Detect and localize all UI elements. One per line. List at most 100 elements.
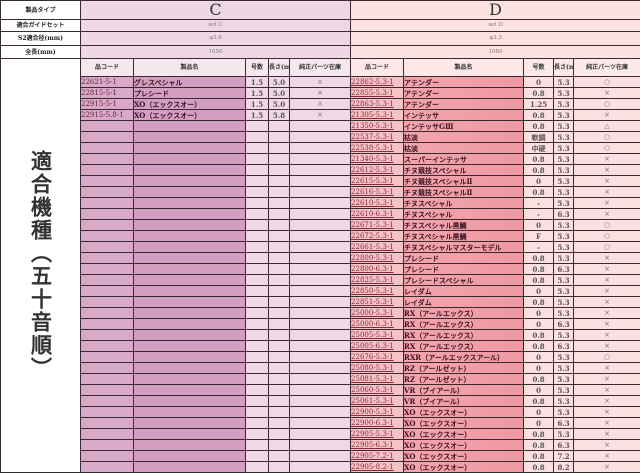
c-stock-cell: [288, 175, 352, 187]
table-row: 22800-5.3-1 プレシード 0.8 5.3 ×: [1, 252, 640, 264]
d-name-cell: スーパーインテッサ: [403, 153, 525, 165]
d-code-cell[interactable]: 21340-5.3-1: [350, 153, 405, 165]
c-code-cell: [80, 296, 134, 308]
d-code-cell[interactable]: 22905-8.2-1: [350, 461, 405, 473]
d-code-cell[interactable]: 22615-5.3-1: [350, 175, 405, 187]
c-name-cell: [133, 208, 246, 220]
d-name-cell: XO（エックスオー）: [403, 461, 525, 473]
c-size-cell: [245, 175, 269, 187]
d-code-cell[interactable]: 22661-5.3-1: [350, 241, 405, 253]
d-length-cell: 5.3: [553, 186, 575, 198]
d-code-cell[interactable]: 22537-5.3-1: [350, 131, 405, 143]
table-row: 22905-5.3-1 XO（エックスオー） 0.8 5.3 ×: [1, 428, 640, 440]
d-stock-cell: ×: [573, 252, 640, 264]
d-name-cell: チヌスペシャル: [403, 197, 525, 209]
d-code-cell[interactable]: 22800-5.3-1: [350, 252, 405, 264]
d-code-cell[interactable]: 22862-5.3-1: [350, 76, 405, 88]
d-code-cell[interactable]: 22863-5.3-1: [350, 98, 405, 110]
c-name-cell: [133, 252, 246, 264]
table-row: 22900-5.3-1 XO（エックスオー） 0 5.3 ×: [1, 406, 640, 418]
c-size-cell: [245, 186, 269, 198]
d-code-cell[interactable]: 22855-5.3-1: [350, 87, 405, 99]
d-code-cell[interactable]: 22610-5.3-1: [350, 197, 405, 209]
d-name-cell: RX（アールエックス）: [403, 318, 525, 330]
d-size-cell: 0.8: [523, 186, 555, 198]
d-length-cell: 5.3: [553, 241, 575, 253]
d-stock-cell: ○: [573, 351, 640, 363]
table-row: 22661-5.3-1 チヌスペシャルマスターモデル -5.3 ○: [1, 241, 640, 253]
d-size-cell: -: [523, 208, 555, 220]
c-name-cell: XO（エックスオー）: [133, 98, 246, 110]
d-code-cell[interactable]: 25005-6.3-1: [350, 340, 405, 352]
d-code-cell[interactable]: 21350-5.3-1: [350, 120, 405, 132]
c-stock-cell: [288, 384, 352, 396]
table-row: 22851-5.3-1 レイダム 0.8 5.3 ×: [1, 296, 640, 308]
c-code-cell: [80, 164, 134, 176]
d-stock-cell: ×: [573, 164, 640, 176]
d-name-cell: XO（エックスオー）: [403, 450, 525, 462]
d-code-cell[interactable]: 21305-5.3-1: [350, 109, 405, 121]
c-size-cell: [245, 450, 269, 462]
c-code-cell: [80, 362, 134, 374]
c-length-cell: [268, 131, 290, 143]
c-size-cell: [245, 296, 269, 308]
d-code-cell[interactable]: 22672-5.3-1: [350, 230, 405, 242]
c-length-cell: [268, 230, 290, 242]
c-size-cell: [245, 461, 269, 473]
d-code-cell[interactable]: 22900-5.3-1: [350, 406, 405, 418]
d-code-cell[interactable]: 22851-5.3-1: [350, 296, 405, 308]
d-code-cell[interactable]: 22676-5.3-1: [350, 351, 405, 363]
label-product-type: 製品タイプ: [0, 0, 81, 20]
c-stock-cell: [288, 120, 352, 132]
d-size-cell: 0: [523, 384, 555, 396]
d-name-cell: アテンダー: [403, 98, 525, 110]
d-code-cell[interactable]: 25000-6.3-1: [350, 318, 405, 330]
d-stock-cell: ×: [573, 208, 640, 220]
length-d: 1080: [350, 45, 640, 59]
c-size-cell: [245, 318, 269, 330]
table-row: 22616-5.3-1 チヌ競技スペシャルⅡ 0.8 5.3 ×: [1, 186, 640, 198]
d-stock-cell: ×: [573, 373, 640, 385]
col-header-d: 長さ(m): [553, 58, 575, 77]
d-code-cell[interactable]: 22905-5.3-1: [350, 428, 405, 440]
d-code-cell[interactable]: 22671-5.3-1: [350, 219, 405, 231]
d-code-cell[interactable]: 25005-5.3-1: [350, 329, 405, 341]
d-code-cell[interactable]: 22610-6.3-1: [350, 208, 405, 220]
c-stock-cell: [288, 340, 352, 352]
table-row: 25000-5.3-1 RX（アールエックス） 0 5.3 ×: [1, 307, 640, 319]
c-name-cell: [133, 384, 246, 396]
d-code-cell[interactable]: 25080-5.3-1: [350, 362, 405, 374]
c-size-cell: [245, 219, 269, 231]
c-name-cell: [133, 120, 246, 132]
c-stock-cell: [288, 197, 352, 209]
col-header-c: 長さ(m): [268, 58, 290, 77]
d-code-cell[interactable]: 25000-5.3-1: [350, 307, 405, 319]
c-size-cell: 1.5: [245, 87, 269, 99]
d-stock-cell: ×: [573, 461, 640, 473]
d-code-cell[interactable]: 22900-6.3-1: [350, 417, 405, 429]
c-size-cell: [245, 417, 269, 429]
d-name-cell: RX（アールエックス）: [403, 340, 525, 352]
d-code-cell[interactable]: 25081-5.3-1: [350, 373, 405, 385]
d-code-cell[interactable]: 22612-5.3-1: [350, 164, 405, 176]
table-row: 22915-5.8-1 XO（エックスオー） 1.5 5.8 × 21305-5.3-1 イ…: [1, 109, 640, 121]
d-size-cell: 0.8: [523, 439, 555, 451]
c-stock-cell: [288, 241, 352, 253]
d-code-cell[interactable]: 22616-5.3-1: [350, 186, 405, 198]
d-code-cell[interactable]: 22905-7.2-1: [350, 450, 405, 462]
d-code-cell[interactable]: 22850-5.3-1: [350, 285, 405, 297]
c-length-cell: [268, 241, 290, 253]
c-stock-cell: ×: [288, 98, 352, 110]
d-name-cell: RX（アールエックス）: [403, 329, 525, 341]
d-code-cell[interactable]: 22825-5.3-1: [350, 274, 405, 286]
d-code-cell[interactable]: 22800-6.3-1: [350, 263, 405, 275]
d-code-cell[interactable]: 22905-6.3-1: [350, 439, 405, 451]
d-code-cell[interactable]: 25061-5.3-1: [350, 395, 405, 407]
d-name-cell: VR（ブイアール）: [403, 395, 525, 407]
table-row: 22610-5.3-1 チヌスペシャル -5.3 ×: [1, 197, 640, 209]
d-stock-cell: ×: [573, 439, 640, 451]
c-name-cell: [133, 329, 246, 341]
d-code-cell[interactable]: 22538-5.3-1: [350, 142, 405, 154]
c-length-cell: [268, 296, 290, 308]
d-code-cell[interactable]: 25060-5.3-1: [350, 384, 405, 396]
